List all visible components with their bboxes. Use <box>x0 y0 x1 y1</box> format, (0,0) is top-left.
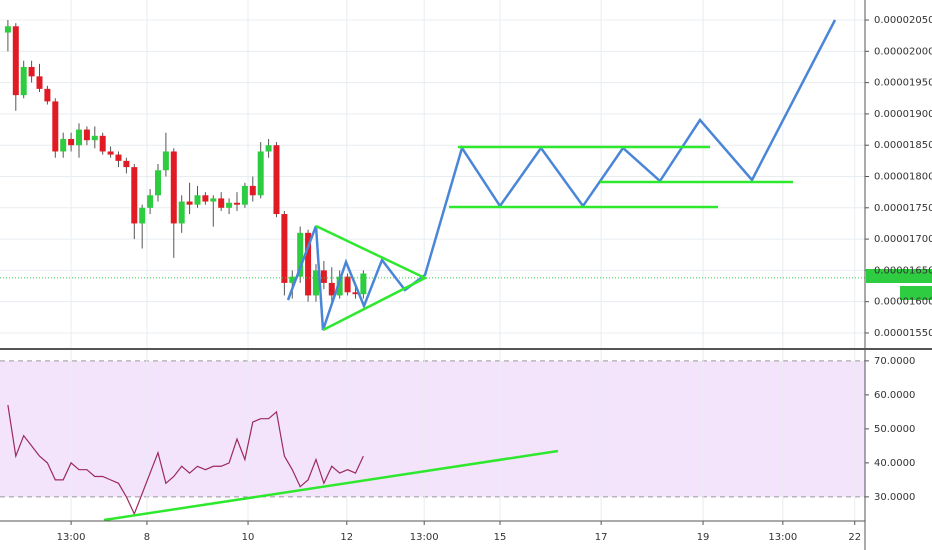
candle-body <box>320 270 327 283</box>
candle-body <box>107 151 114 155</box>
x-tick-label: 19 <box>697 532 710 543</box>
candle-body <box>178 201 185 224</box>
y-tick-label: 0.00001950 <box>874 78 932 89</box>
candle-body <box>233 202 240 205</box>
candle-body <box>305 232 312 296</box>
x-tick-label: 22 <box>848 532 861 543</box>
x-tick-label: 13:00 <box>410 532 439 543</box>
candle-body <box>312 270 319 296</box>
triangle <box>315 224 428 332</box>
price-tag <box>866 269 932 283</box>
candle-body <box>336 276 343 296</box>
candle-body <box>257 151 264 196</box>
candle-body <box>265 145 272 152</box>
y-tick-label: 0.00001700 <box>874 234 932 245</box>
candle-body <box>28 66 35 77</box>
rsi-band <box>0 360 865 497</box>
candle-body <box>170 151 177 224</box>
x-tick-label: 8 <box>144 532 150 543</box>
candle-body <box>91 135 98 141</box>
y-tick-label: 0.00001800 <box>874 172 932 183</box>
candle-body <box>52 101 59 152</box>
y-tick-label: 0.00001550 <box>874 328 932 339</box>
candle-body <box>360 273 367 295</box>
y-tick-label: 30.0000 <box>874 492 915 503</box>
candle-body <box>202 195 209 202</box>
candle-body <box>249 185 256 196</box>
candle-body <box>289 276 296 283</box>
y-tick-label: 0.00002050 <box>874 15 932 26</box>
marks-layer <box>0 20 865 516</box>
candle-body <box>68 138 75 146</box>
candle-body <box>328 282 335 296</box>
candle-body <box>123 160 130 168</box>
candle-body <box>60 138 67 152</box>
y-tick-label: 60.0000 <box>874 390 915 401</box>
candle-body <box>99 135 106 152</box>
candle-body <box>36 76 43 89</box>
candle-body <box>210 198 217 202</box>
y-tick-label: 0.00001750 <box>874 203 932 214</box>
candle-body <box>241 185 248 205</box>
drawings <box>103 19 837 522</box>
y-tick-label: 0.00001600 <box>874 297 932 308</box>
candle-body <box>12 26 19 96</box>
price-tag <box>900 286 932 300</box>
candle-body <box>218 198 225 208</box>
y-tick-label: 0.00002000 <box>874 46 932 57</box>
y-tick-label: 0.00001900 <box>874 109 932 120</box>
candle-body <box>281 214 288 283</box>
candle-body <box>115 154 122 161</box>
labels-layer: 0.00001550 0.00001600 0.00001650 0.00001700… <box>57 15 932 543</box>
x-tick-label: 17 <box>595 532 608 543</box>
candle-body <box>226 202 233 208</box>
candle-body <box>20 66 27 96</box>
x-tick-label: 10 <box>242 532 255 543</box>
candle-body <box>273 145 280 215</box>
rsi-trendline <box>103 449 559 522</box>
candle-body <box>44 88 51 102</box>
x-tick-label: 13:00 <box>57 532 86 543</box>
x-tick-label: 12 <box>340 532 353 543</box>
y-tick-label: 50.0000 <box>874 424 915 435</box>
candle-body <box>131 167 138 224</box>
candle-body <box>186 201 193 205</box>
candle-body <box>4 26 11 33</box>
y-tick-label: 40.0000 <box>874 458 915 469</box>
x-tick-label: 13:00 <box>768 532 797 543</box>
rsi-line <box>7 404 364 516</box>
candle-body <box>154 170 161 196</box>
candle-body <box>297 232 304 277</box>
y-tick-label: 0.00001650 <box>874 265 932 276</box>
candle-body <box>83 129 90 141</box>
candle-body <box>344 276 351 293</box>
candle-body <box>194 195 201 205</box>
candle-body <box>162 151 169 171</box>
x-tick-label: 15 <box>494 532 507 543</box>
candle-body <box>147 195 154 208</box>
y-tick-label: 70.0000 <box>874 356 915 367</box>
candle-body <box>352 292 359 295</box>
candle-body <box>75 129 82 146</box>
y-tick-label: 0.00001850 <box>874 140 932 151</box>
candle-body <box>139 207 146 224</box>
